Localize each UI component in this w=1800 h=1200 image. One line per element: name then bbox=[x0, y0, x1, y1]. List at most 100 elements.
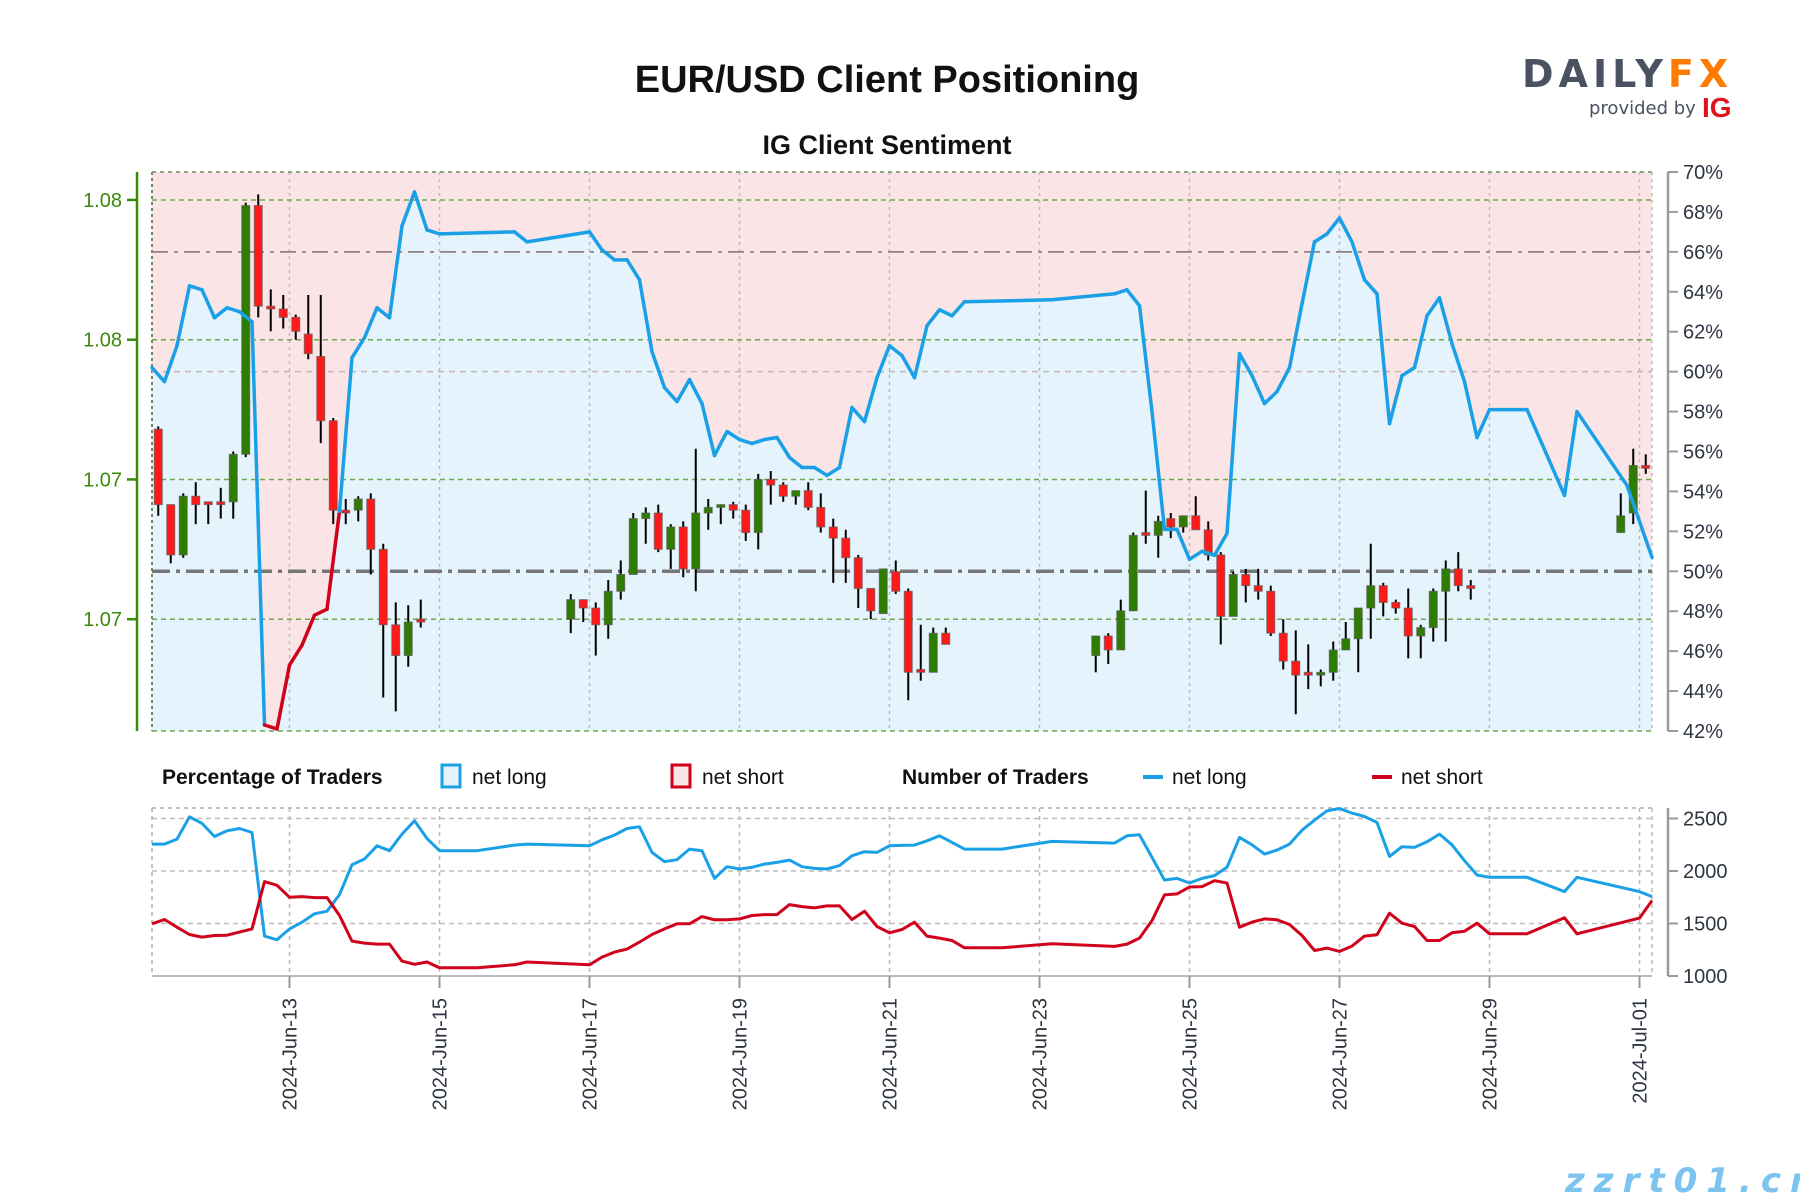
net-long-percent-segment bbox=[425, 228, 442, 236]
percent-tick-label: 70% bbox=[1683, 162, 1723, 184]
candle-body bbox=[653, 512, 663, 550]
candle-body bbox=[1191, 515, 1201, 531]
candle-body bbox=[1216, 554, 1226, 617]
logo-ig: IG bbox=[1702, 92, 1732, 123]
candle-body bbox=[916, 669, 926, 673]
net-long-percent-segment bbox=[700, 401, 717, 458]
net-long-area bbox=[152, 192, 1652, 731]
watermark: zzrt01.cn bbox=[1564, 1161, 1800, 1200]
net-long-percent-segment bbox=[825, 465, 842, 478]
candle-body bbox=[566, 599, 576, 620]
net-long-percent-segment bbox=[162, 343, 179, 384]
candle-body bbox=[216, 501, 226, 506]
candle bbox=[1416, 624, 1426, 659]
candle bbox=[1178, 515, 1188, 533]
candle-body bbox=[591, 607, 601, 626]
candle bbox=[1466, 580, 1476, 600]
net-long-percent-segment bbox=[1337, 216, 1354, 244]
candle bbox=[391, 602, 401, 712]
candle bbox=[828, 518, 838, 583]
candle bbox=[1378, 582, 1388, 617]
legend-num-long-label: net long bbox=[1172, 766, 1247, 789]
chart-title: EUR/USD Client Positioning bbox=[635, 59, 1140, 101]
candle-body bbox=[828, 526, 838, 539]
percent-tick-label: 50% bbox=[1683, 561, 1723, 583]
candle-body bbox=[703, 506, 713, 514]
logo-provided-by: provided by bbox=[1589, 98, 1696, 119]
candle bbox=[191, 482, 201, 525]
candle bbox=[1303, 644, 1313, 690]
candle bbox=[266, 289, 276, 332]
candle-body bbox=[1391, 601, 1401, 609]
net-long-percent-segment bbox=[837, 405, 854, 470]
candle-body bbox=[641, 512, 651, 520]
legend-pct-short-label: net short bbox=[702, 766, 784, 789]
candle-body bbox=[1141, 532, 1151, 536]
candle bbox=[741, 504, 751, 541]
candle bbox=[278, 294, 288, 329]
candle bbox=[366, 493, 376, 575]
candle bbox=[1641, 454, 1651, 474]
price-tick-label: 1.07 bbox=[83, 609, 122, 631]
traders-tick-label: 2500 bbox=[1683, 809, 1728, 831]
candle-body bbox=[228, 453, 238, 503]
candle-body bbox=[303, 333, 313, 355]
net-long-percent-segment bbox=[750, 437, 767, 446]
net-long-percent-segment bbox=[525, 230, 592, 244]
candle bbox=[1116, 599, 1126, 651]
candle-body bbox=[328, 420, 338, 511]
legend: Percentage of Traders net long net short… bbox=[162, 763, 1483, 789]
net-long-percent-segment bbox=[337, 355, 354, 514]
candle-body bbox=[853, 557, 863, 589]
candle bbox=[641, 507, 651, 544]
candle-body bbox=[1378, 585, 1388, 603]
net-long-percent-segment bbox=[1112, 288, 1129, 296]
net-long-percent-segment bbox=[1425, 296, 1442, 318]
percent-tick-label: 58% bbox=[1683, 402, 1723, 424]
candle bbox=[891, 560, 901, 595]
net-long-percent-segment bbox=[1387, 373, 1404, 426]
net-long-percent-segment bbox=[1400, 365, 1417, 378]
candle bbox=[1153, 515, 1163, 558]
watermark-site: zzrt01.cn bbox=[1564, 1161, 1800, 1200]
price-tick-label: 1.08 bbox=[83, 190, 122, 212]
candle bbox=[328, 417, 338, 525]
candle-body bbox=[941, 632, 951, 645]
date-tick-label: 2024-Jun-19 bbox=[730, 998, 752, 1110]
net-long-percent-segment bbox=[650, 349, 667, 390]
candle-body bbox=[1291, 660, 1301, 676]
net-long-percent-segment bbox=[1325, 216, 1342, 236]
candle-body bbox=[1278, 632, 1288, 662]
candle-body bbox=[1166, 518, 1176, 528]
net-long-percent-segment bbox=[1312, 232, 1329, 244]
net-long-percent-segment bbox=[1462, 379, 1479, 440]
candle bbox=[916, 624, 926, 681]
candle-body bbox=[203, 501, 213, 506]
date-tick-label: 2024-Jun-17 bbox=[580, 998, 602, 1110]
legend-num-short-label: net short bbox=[1401, 766, 1483, 789]
candle-body bbox=[628, 518, 638, 575]
percent-tick-label: 56% bbox=[1683, 442, 1723, 464]
candle-body bbox=[616, 573, 626, 592]
net-long-percent-segment bbox=[437, 230, 517, 236]
candle bbox=[291, 314, 301, 340]
net-long-percent-segment bbox=[1300, 240, 1317, 306]
candle bbox=[941, 627, 951, 645]
net-long-percent-segment bbox=[1150, 409, 1167, 532]
net-long-percent-segment bbox=[1262, 389, 1279, 406]
date-tick-label: 2024-Jun-23 bbox=[1030, 998, 1052, 1110]
candle-body bbox=[741, 509, 751, 534]
candle-body bbox=[1316, 671, 1326, 676]
net-long-percent-segment bbox=[1412, 313, 1429, 370]
sentiment-background bbox=[152, 172, 1652, 731]
percent-tick-label: 54% bbox=[1683, 481, 1723, 503]
candle bbox=[753, 473, 763, 550]
net-long-percent-segment bbox=[937, 308, 954, 318]
traders-tick-label: 1500 bbox=[1683, 914, 1728, 936]
net-long-percent-segment bbox=[1350, 240, 1367, 282]
main-gridlines bbox=[151, 171, 1653, 732]
net-long-percent-segment bbox=[675, 377, 692, 404]
net-long-percent-segment bbox=[900, 353, 917, 380]
net-long-percent-segment bbox=[275, 663, 292, 731]
legend-pct-long-label: net long bbox=[472, 766, 547, 789]
